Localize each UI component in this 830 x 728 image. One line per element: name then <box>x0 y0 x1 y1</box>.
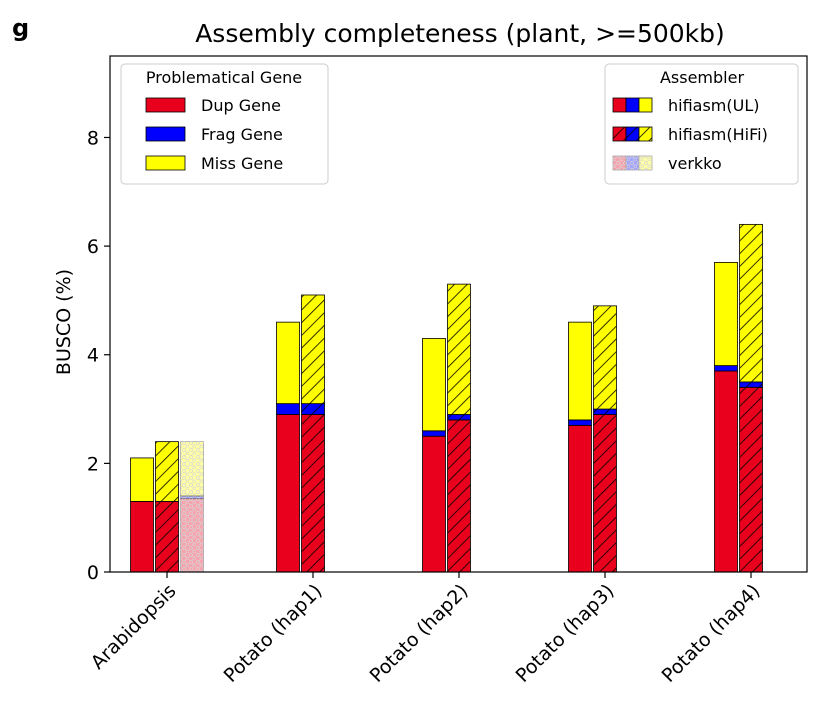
bar-hifiasm-ul--miss-0 <box>130 457 154 502</box>
bar-hifiasm-ul--miss-3 <box>568 321 592 421</box>
x-tick-label: Potato (hap2) <box>366 580 473 687</box>
bar-hifiasm-hifi--dup-2 <box>447 419 471 573</box>
bar-hifiasm-ul--dup-0 <box>130 500 154 573</box>
bar-hifiasm-hifi--miss-4 <box>739 223 763 383</box>
y-tick-label: 2 <box>87 453 99 475</box>
bar-hifiasm-hifi--miss-3 <box>593 305 617 410</box>
legend-gene-title: Problematical Gene <box>146 68 302 87</box>
legend-assembler: Assembler hifiasm(UL) hifiasm(HiFi) verk… <box>604 63 799 185</box>
bar-hifiasm-ul--dup-4 <box>714 370 738 573</box>
bar-hifiasm-hifi--miss-1 <box>301 294 325 405</box>
legend-swatch-verkko <box>612 155 653 171</box>
y-tick-label: 4 <box>87 345 99 367</box>
x-tick-label: Potato (hap4) <box>658 580 765 687</box>
legend-problematical-gene: Problematical Gene Dup Gene Frag Gene Mi… <box>120 63 329 185</box>
bar-hifiasm-hifi--dup-0 <box>155 500 179 573</box>
legend-swatch-miss <box>145 155 186 171</box>
panel-label: g <box>12 14 29 42</box>
bar-hifiasm-hifi--miss-2 <box>447 283 471 415</box>
bar-hifiasm-ul--miss-1 <box>276 321 300 405</box>
bar-verkko-dup-0 <box>180 498 204 573</box>
bar-hifiasm-hifi--frag-4 <box>739 381 763 388</box>
legend-label-miss: Miss Gene <box>201 154 283 173</box>
bar-hifiasm-ul--frag-2 <box>422 430 446 437</box>
y-axis-label: BUSCO (%) <box>53 269 75 375</box>
bar-hifiasm-ul--frag-3 <box>568 419 592 426</box>
chart-title: Assembly completeness (plant, >=500kb) <box>195 19 725 48</box>
bar-hifiasm-ul--miss-4 <box>714 261 738 366</box>
legend-swatch-hifiasm-ul <box>612 97 653 113</box>
bar-hifiasm-hifi--frag-2 <box>447 414 471 421</box>
bar-hifiasm-hifi--dup-1 <box>301 414 325 573</box>
bar-hifiasm-ul--dup-3 <box>568 424 592 573</box>
bar-hifiasm-hifi--frag-3 <box>593 408 617 415</box>
legend-label-verkko: verkko <box>668 154 722 173</box>
bar-hifiasm-hifi--dup-3 <box>593 414 617 573</box>
legend-swatch-hifiasm-hifi <box>612 126 653 142</box>
bar-hifiasm-hifi--dup-4 <box>739 386 763 573</box>
legend-label-frag: Frag Gene <box>201 125 283 144</box>
legend-label-hifiasm-ul: hifiasm(UL) <box>668 96 760 115</box>
bar-verkko-miss-0 <box>180 441 204 497</box>
legend-label-dup: Dup Gene <box>201 96 281 115</box>
y-tick-label: 6 <box>87 236 99 258</box>
y-tick-label: 8 <box>87 127 99 149</box>
legend-assembler-title: Assembler <box>660 68 744 87</box>
y-tick-label: 0 <box>87 562 99 584</box>
bar-hifiasm-ul--frag-4 <box>714 365 738 372</box>
x-tick-label: Potato (hap1) <box>220 580 327 687</box>
bar-hifiasm-ul--dup-2 <box>422 435 446 573</box>
bar-verkko-frag-0 <box>180 495 204 500</box>
bars-layer <box>130 223 763 573</box>
legend-swatch-frag <box>145 126 186 142</box>
bar-hifiasm-hifi--miss-0 <box>155 441 179 502</box>
bar-hifiasm-ul--dup-1 <box>276 414 300 573</box>
bar-hifiasm-ul--miss-2 <box>422 338 446 432</box>
x-tick-label: Arabidopsis <box>87 580 181 674</box>
legend-label-hifiasm-hifi: hifiasm(HiFi) <box>668 125 768 144</box>
x-tick-label: Potato (hap3) <box>512 580 619 687</box>
legend-swatch-dup <box>145 97 186 113</box>
bar-hifiasm-hifi--frag-1 <box>301 403 325 415</box>
bar-hifiasm-ul--frag-1 <box>276 403 300 415</box>
